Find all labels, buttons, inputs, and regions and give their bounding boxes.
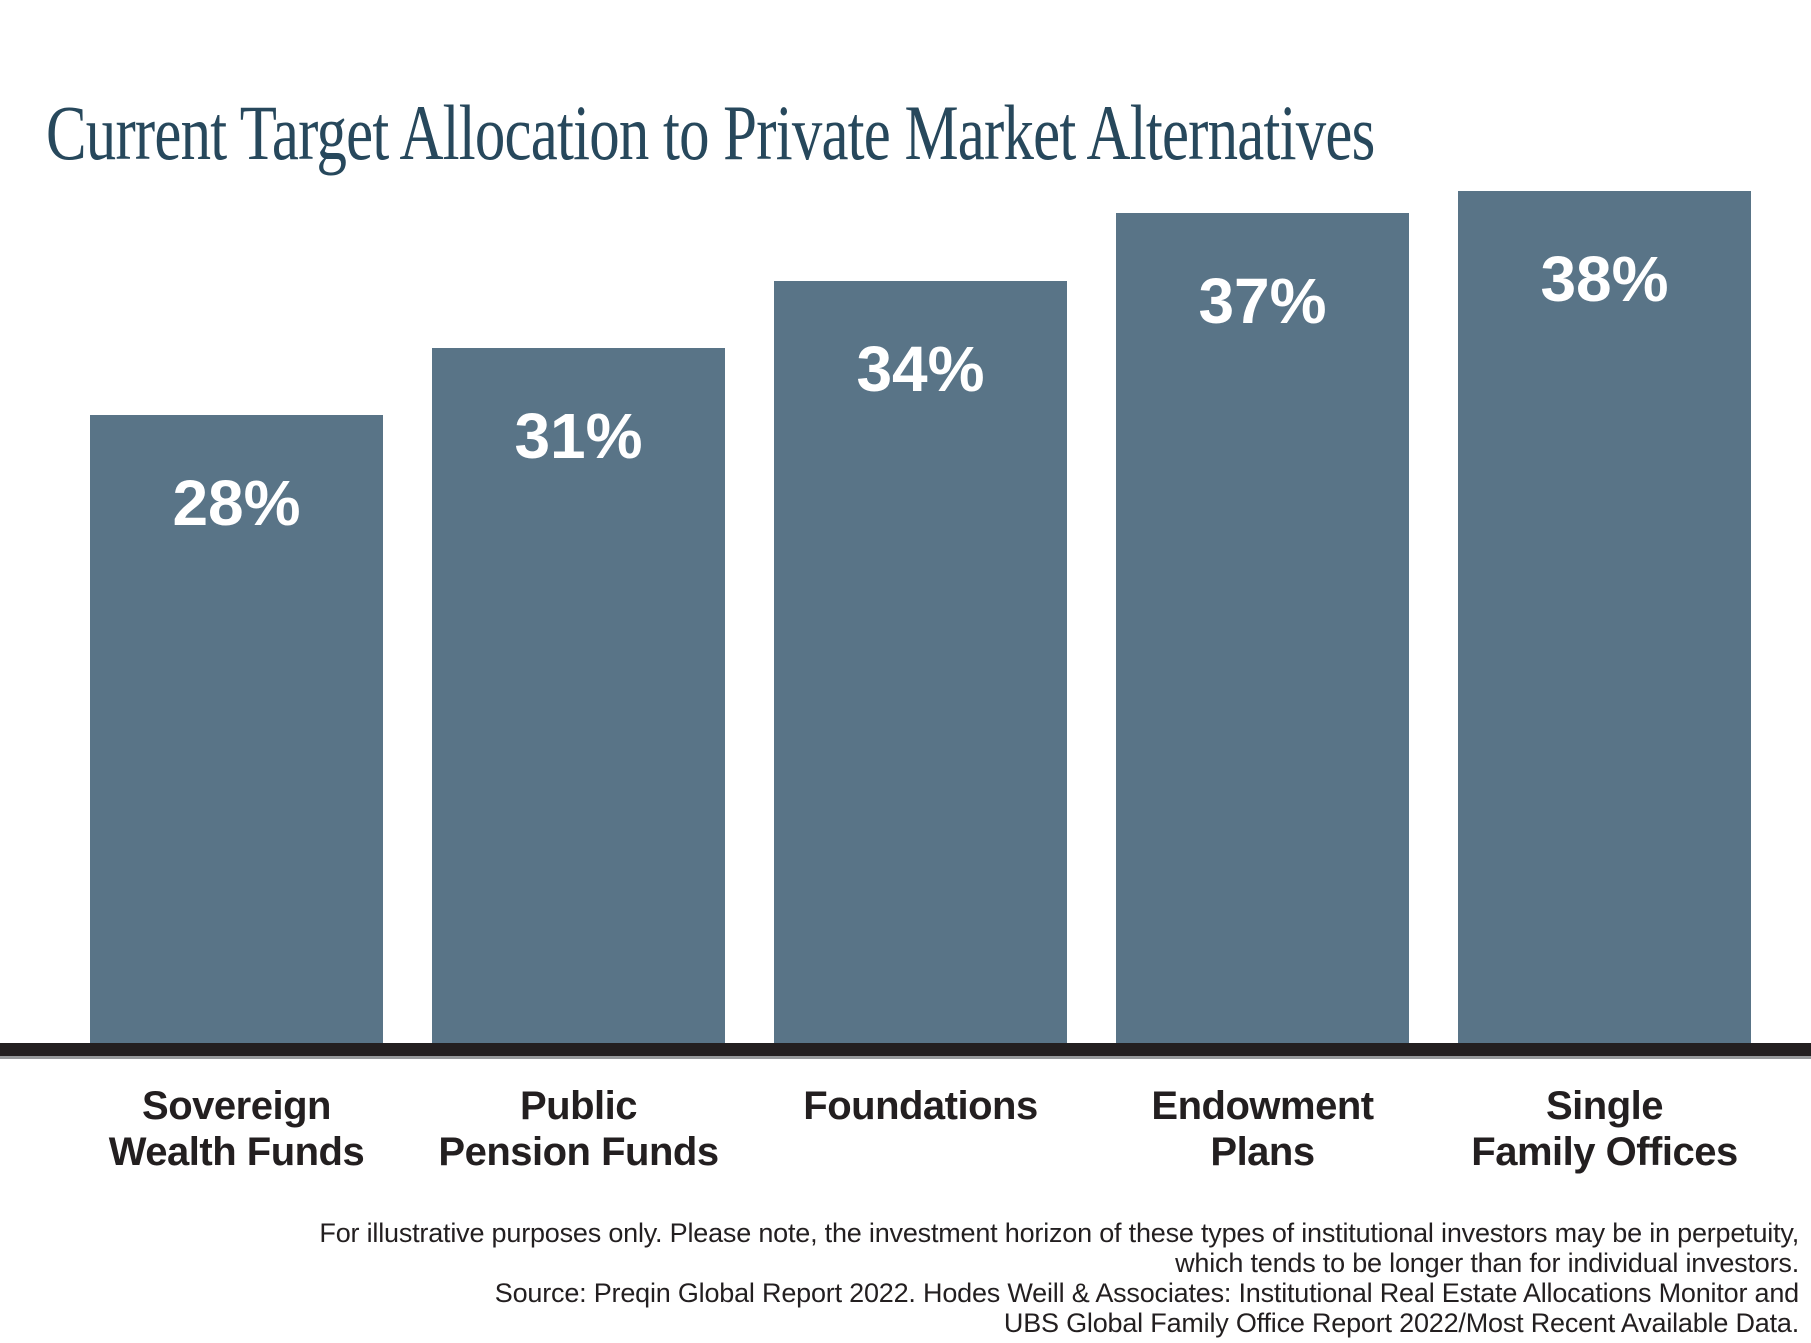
x-axis-label-line: Family Offices bbox=[1471, 1130, 1738, 1174]
x-axis-label-line: Plans bbox=[1210, 1130, 1315, 1174]
bar-public-pension-funds: 31% bbox=[432, 348, 725, 1043]
x-axis-label-line: Wealth Funds bbox=[108, 1130, 365, 1174]
x-axis-label-public-pension-funds: Public Pension Funds bbox=[432, 1083, 725, 1175]
bar-endowment-plans: 37% bbox=[1116, 213, 1409, 1043]
x-axis-label-single-family-offices: Single Family Offices bbox=[1458, 1083, 1751, 1175]
footnote-line: which tends to be longer than for indivi… bbox=[1175, 1248, 1799, 1278]
bar-value-label: 28% bbox=[172, 467, 301, 539]
bar-value-label: 38% bbox=[1540, 243, 1669, 315]
footnote-line: UBS Global Family Office Report 2022/Mos… bbox=[1003, 1308, 1799, 1338]
x-axis-labels: Sovereign Wealth Funds Public Pension Funds… bbox=[90, 1083, 1751, 1175]
x-axis-label-endowment-plans: Endowment Plans bbox=[1116, 1083, 1409, 1175]
footnote-line: Source: Preqin Global Report 2022. Hodes… bbox=[494, 1278, 1799, 1308]
x-axis-line bbox=[0, 1043, 1811, 1059]
bar-value-label: 34% bbox=[856, 333, 985, 405]
bars: 28% 31% 34% 37% 38% bbox=[90, 191, 1751, 1043]
footnote: For illustrative purposes only. Please n… bbox=[319, 1218, 1799, 1338]
bar-value-label: 31% bbox=[514, 400, 643, 472]
bar-foundations: 34% bbox=[774, 281, 1067, 1043]
bar-value-label: 37% bbox=[1198, 265, 1327, 337]
x-axis-label-line: Foundations bbox=[803, 1084, 1038, 1128]
bar-single-family-offices: 38% bbox=[1458, 191, 1751, 1043]
footnote-line: For illustrative purposes only. Please n… bbox=[319, 1218, 1799, 1248]
x-axis-label-line: Pension Funds bbox=[438, 1130, 719, 1174]
x-axis-label-line: Sovereign bbox=[142, 1084, 331, 1128]
x-axis-label-line: Endowment bbox=[1151, 1084, 1374, 1128]
bar-sovereign-wealth-funds: 28% bbox=[90, 415, 383, 1043]
page-title: Current Target Allocation to Private Mar… bbox=[46, 89, 1375, 177]
x-axis-label-foundations: Foundations bbox=[774, 1083, 1067, 1175]
x-axis-label-line: Public bbox=[519, 1084, 638, 1128]
x-axis-label-line: Single bbox=[1545, 1084, 1664, 1128]
x-axis-label-sovereign-wealth-funds: Sovereign Wealth Funds bbox=[90, 1083, 383, 1175]
